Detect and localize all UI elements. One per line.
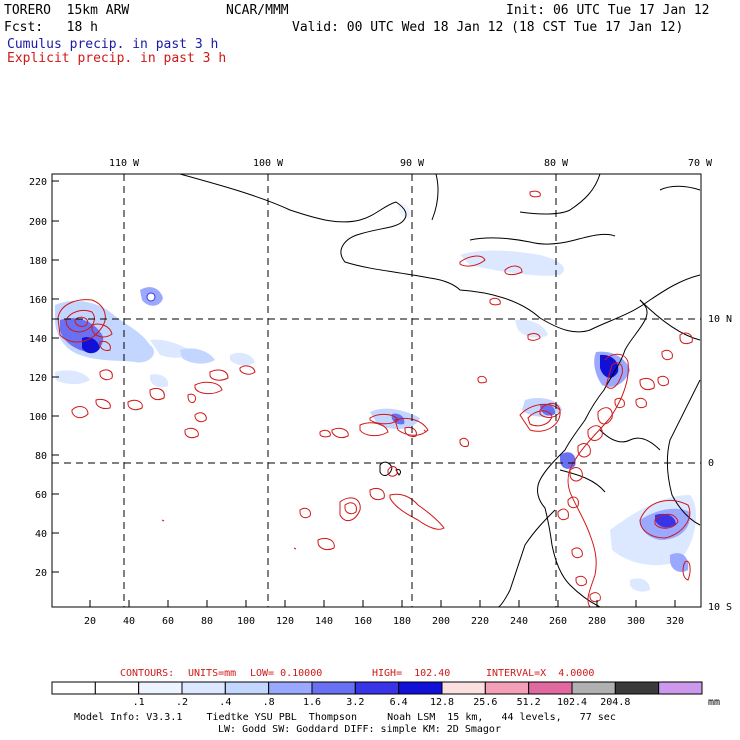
lat-lon-grid: [52, 174, 701, 607]
y-tick-label: 40: [35, 529, 47, 540]
x-tick-label: 20: [84, 616, 96, 627]
y-tick-label: 120: [29, 373, 47, 384]
colorbar-label: .4: [219, 697, 231, 708]
valid-time: Valid: 00 UTC Wed 18 Jan 12 (18 CST Tue …: [292, 20, 684, 35]
model-title: TORERO 15km ARW: [4, 3, 130, 18]
coastlines: [179, 174, 701, 607]
lat-label-10n: 10 N: [708, 314, 732, 325]
x-tick-label: 160: [354, 616, 372, 627]
y-tick-label: 160: [29, 295, 47, 306]
colorbar-label: 12.8: [430, 697, 454, 708]
x-tick-label: 120: [276, 616, 294, 627]
x-tick-label: 60: [162, 616, 174, 627]
colorbar-swatch: [311, 681, 356, 695]
contour-high: HIGH= 102.40: [372, 668, 451, 679]
lon-label-90w: 90 W: [400, 158, 425, 169]
y-tick-label: 220: [29, 177, 47, 188]
y-tick-label: 60: [35, 490, 47, 501]
x-tick-label: 100: [237, 616, 255, 627]
colorbar-unit: mm: [708, 697, 721, 708]
explicit-precip-contours: [57, 190, 693, 607]
x-tick-label: 200: [432, 616, 450, 627]
colorbar-swatch: [51, 681, 96, 695]
colorbar-swatch: [528, 681, 573, 695]
colorbar-label: 3.2: [346, 697, 364, 708]
colorbar-swatch: [354, 681, 400, 695]
contour-label: CONTOURS:: [120, 668, 175, 679]
colorbar-label: 6.4: [390, 697, 408, 708]
y-tick-label: 140: [29, 334, 47, 345]
x-tick-label: 240: [510, 616, 528, 627]
x-tick-label: 260: [549, 616, 567, 627]
x-tick-label: 280: [588, 616, 606, 627]
x-tick-label: 300: [627, 616, 645, 627]
x-tick-label: 40: [123, 616, 135, 627]
y-tick-label: 20: [35, 568, 47, 579]
x-tick-label: 180: [393, 616, 411, 627]
contour-interval: INTERVAL=X 4.0000: [486, 668, 595, 679]
field-explicit-label: Explicit precip. in past 3 h: [7, 51, 227, 66]
x-tick-label: 140: [315, 616, 333, 627]
model-physics: LW: Godd SW: Goddard DIFF: simple KM: 2D…: [218, 724, 501, 735]
colorbar-label: .1: [133, 697, 145, 708]
field-cumulus-label: Cumulus precip. in past 3 h: [7, 37, 219, 52]
colorbar-swatch: [94, 681, 140, 695]
colorbar-swatch: [571, 681, 616, 695]
y-tick-label: 200: [29, 217, 47, 228]
map-frame: [51, 173, 702, 608]
y-tick-label: 80: [35, 451, 47, 462]
y-tick-label: 180: [29, 256, 47, 267]
forecast-hour: Fcst: 18 h: [4, 20, 98, 35]
colorbar-label: 1.6: [303, 697, 321, 708]
colorbar-swatch: [441, 681, 486, 695]
colorbar-label: .8: [263, 697, 275, 708]
org-label: NCAR/MMM: [226, 3, 289, 18]
colorbar-label: 51.2: [517, 697, 541, 708]
lon-label-100w: 100 W: [253, 158, 284, 169]
colorbar-label: .2: [176, 697, 188, 708]
colorbar-label: 102.4: [557, 697, 587, 708]
x-tick-label: 80: [201, 616, 213, 627]
colorbar-swatch: [658, 681, 703, 695]
axis-ticks: [52, 180, 676, 607]
colorbar-swatch: [398, 681, 443, 695]
lon-label-110w: 110 W: [109, 158, 140, 169]
colorbar-label: 25.6: [473, 697, 497, 708]
colorbar-swatch: [224, 681, 270, 695]
lat-label-0: 0: [708, 458, 714, 469]
y-tick-label: 100: [29, 412, 47, 423]
colorbar-label: 204.8: [600, 697, 630, 708]
colorbar: .1 .2 .4 .8 1.6 3.2 6.4 12.8 25.6 51.2 102.4 204.8: [51, 681, 703, 708]
colorbar-swatch: [138, 681, 183, 695]
init-time: Init: 06 UTC Tue 17 Jan 12: [506, 3, 710, 18]
lat-label-10s: 10 S: [708, 602, 732, 613]
colorbar-swatch: [181, 681, 226, 695]
lon-label-70w: 70 W: [688, 158, 713, 169]
colorbar-swatch: [484, 681, 530, 695]
colorbar-swatch: [268, 681, 313, 695]
x-tick-label: 220: [471, 616, 489, 627]
precip-map: 110 W 100 W 90 W 80 W 70 W 10 N 0 10 S 2…: [29, 158, 732, 627]
colorbar-swatch: [614, 681, 660, 695]
contour-low: LOW= 0.10000: [250, 668, 323, 679]
model-info: Model Info: V3.3.1 Tiedtke YSU PBL Thomp…: [74, 712, 616, 723]
x-tick-label: 320: [666, 616, 684, 627]
contour-units: UNITS=mm: [188, 668, 237, 679]
lon-label-80w: 80 W: [544, 158, 569, 169]
cumulus-precip-shading: [55, 204, 696, 592]
